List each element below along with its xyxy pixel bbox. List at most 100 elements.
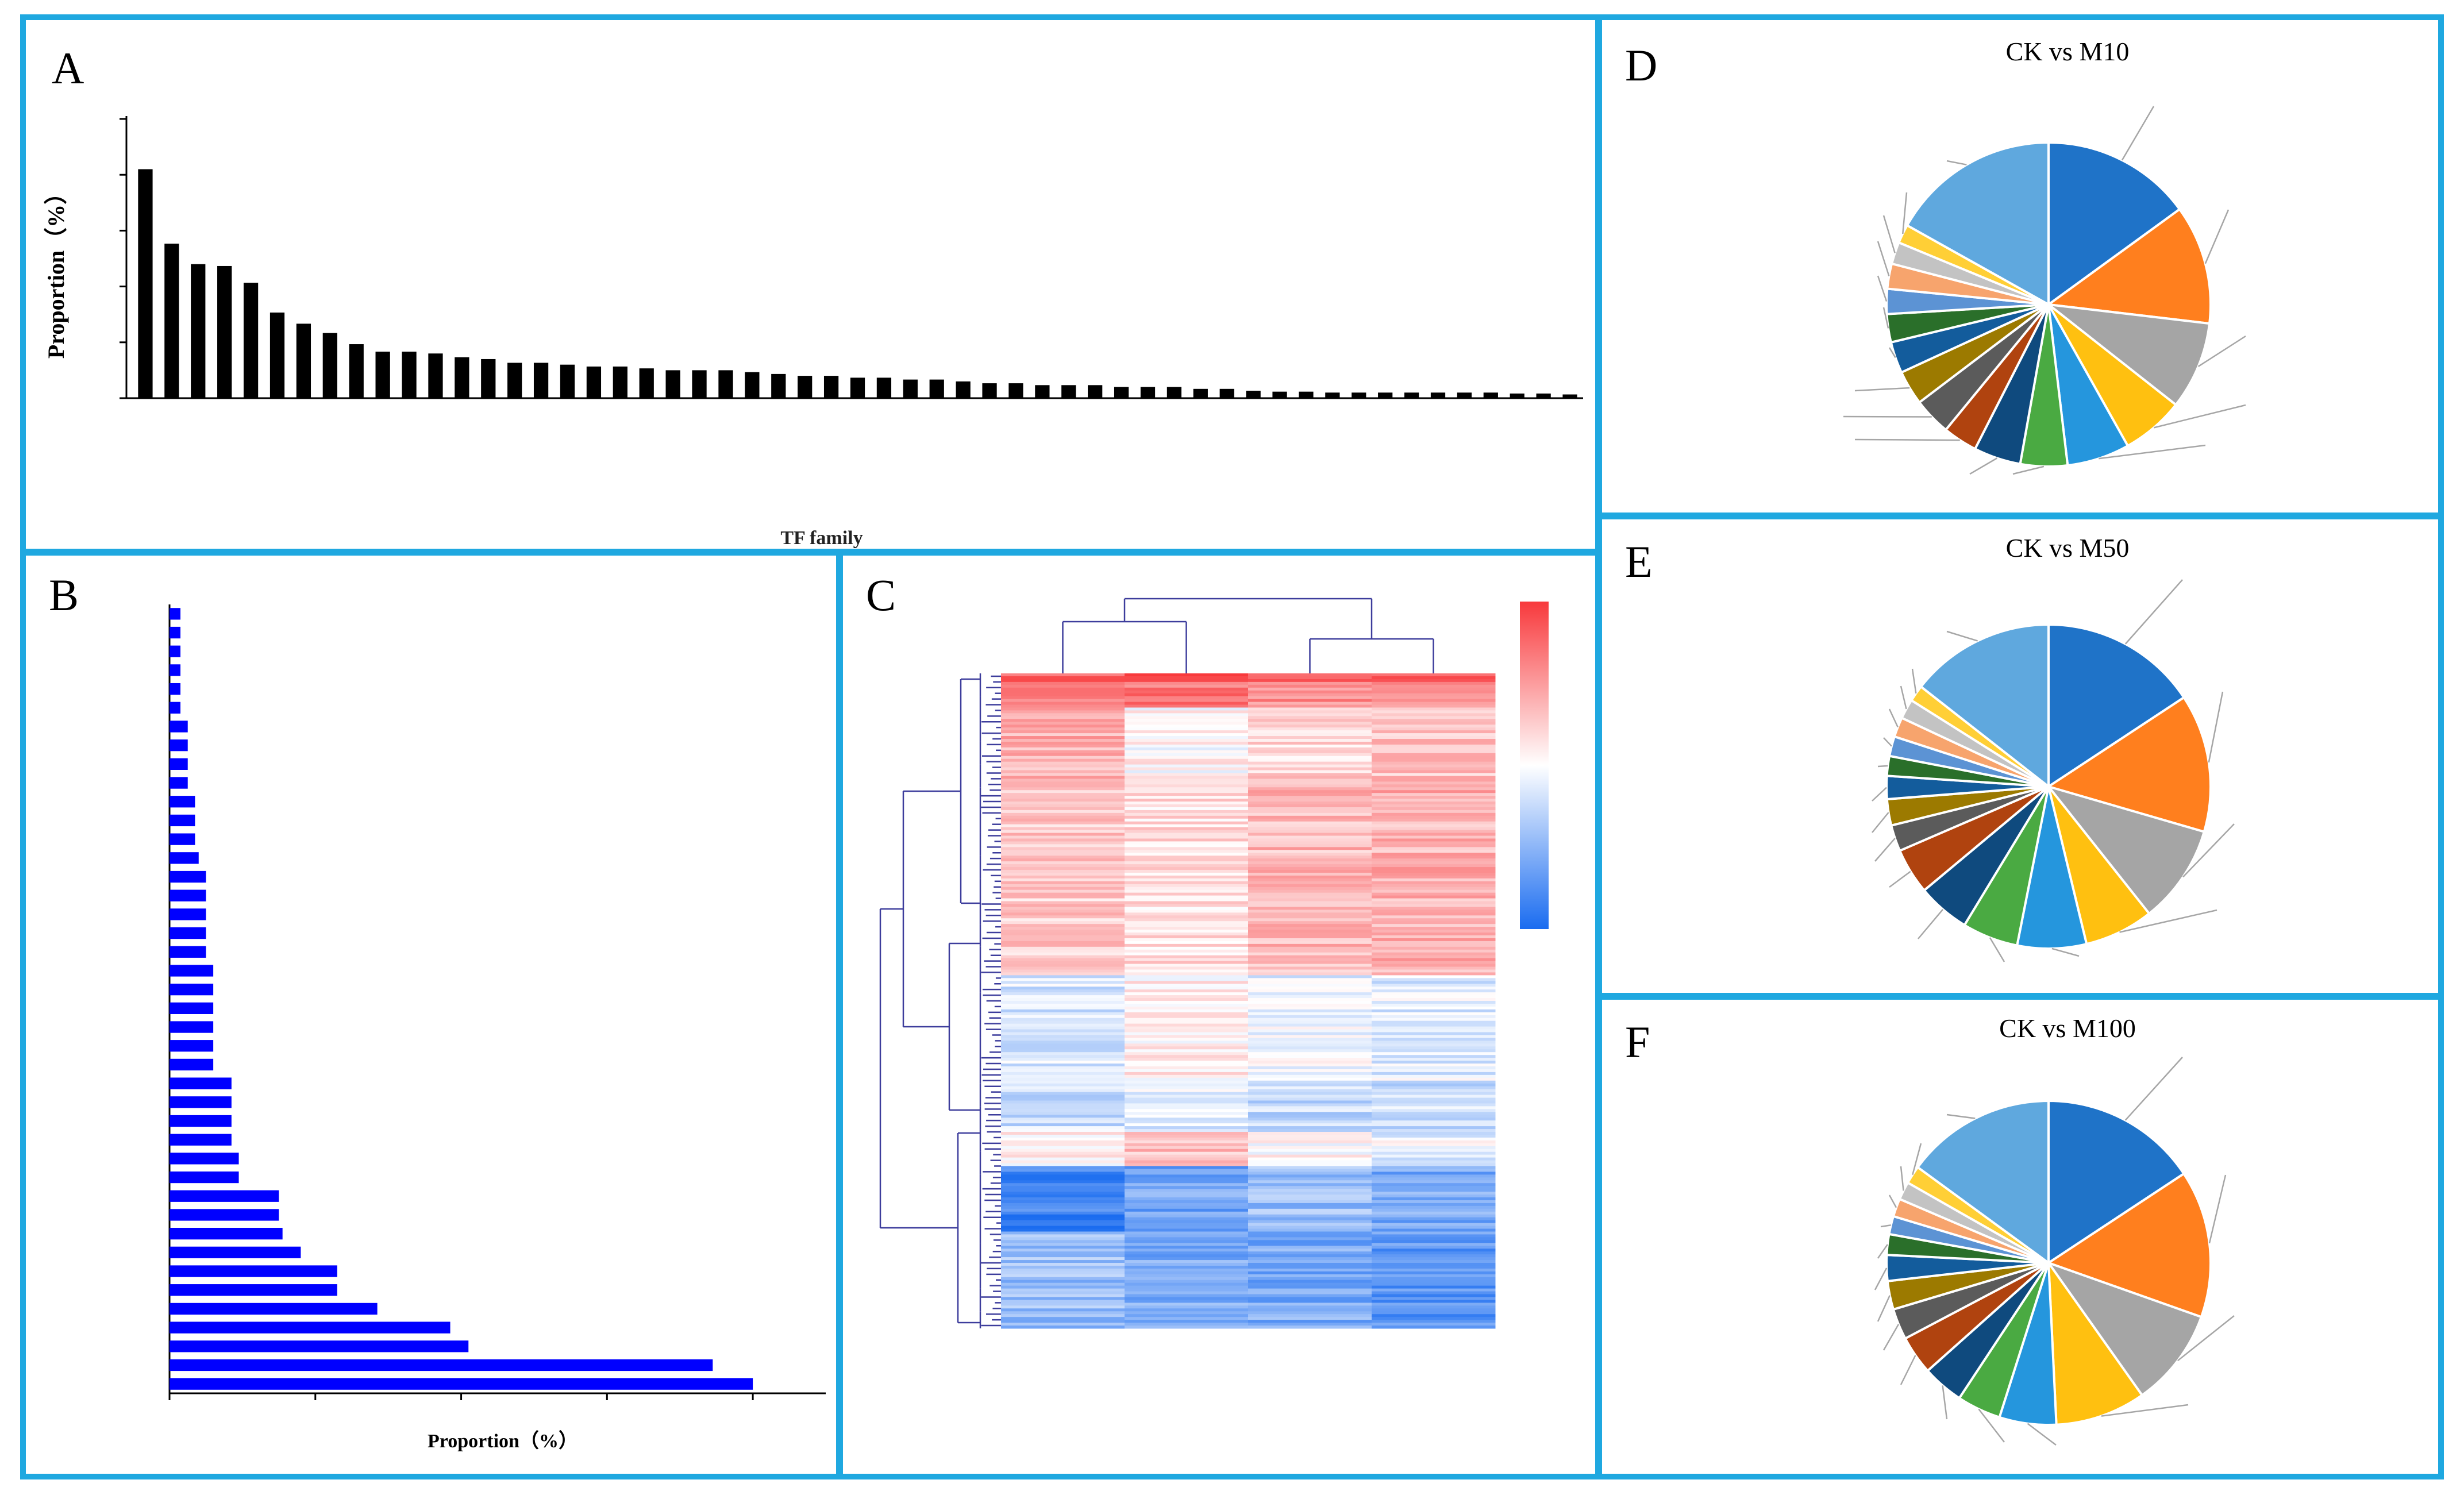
heatmap-cell bbox=[1125, 750, 1249, 754]
heatmap-cell bbox=[1372, 830, 1496, 834]
heatmap-cell bbox=[1125, 1166, 1249, 1169]
heatmap-cell bbox=[1001, 1001, 1125, 1004]
heatmap-cell bbox=[1125, 858, 1249, 862]
heatmap-cell bbox=[1248, 699, 1372, 703]
heatmap-cell bbox=[1001, 881, 1125, 885]
heatmap-cell bbox=[1125, 875, 1249, 879]
heatmap-cell bbox=[1372, 998, 1496, 1001]
heatmap-cell bbox=[1001, 719, 1125, 722]
heatmap-cell bbox=[1001, 1317, 1125, 1320]
heatmap-cell bbox=[1125, 978, 1249, 981]
heatmap-cell bbox=[1248, 1149, 1372, 1153]
heatmap-cell bbox=[1372, 1311, 1496, 1315]
heatmap-cell bbox=[1372, 770, 1496, 773]
heatmap-cell bbox=[1372, 1305, 1496, 1309]
heatmap-cell bbox=[1248, 1271, 1372, 1275]
heatmap-cell bbox=[1001, 1140, 1125, 1144]
heatmap-cell bbox=[1001, 776, 1125, 779]
heatmap-cell bbox=[1372, 1015, 1496, 1019]
heatmap-cell bbox=[1001, 998, 1125, 1001]
heatmap-cell bbox=[1372, 733, 1496, 737]
heatmap-cell bbox=[1125, 1246, 1249, 1249]
heatmap-cell bbox=[1125, 987, 1249, 990]
leader-line bbox=[2012, 465, 2045, 475]
pie-slice bbox=[2047, 623, 2186, 789]
heatmap-cell bbox=[1001, 1018, 1125, 1022]
heatmap-cell bbox=[1372, 904, 1496, 907]
heatmap-cell bbox=[1001, 761, 1125, 765]
heatmap-cell bbox=[1125, 830, 1249, 834]
heatmap-cell bbox=[1125, 710, 1249, 714]
heatmap-cell bbox=[1125, 1140, 1249, 1144]
heatmap-cell bbox=[1372, 799, 1496, 802]
heatmap-cell bbox=[1125, 856, 1249, 859]
heatmap-cell bbox=[1372, 1205, 1496, 1209]
heatmap-cell bbox=[1372, 784, 1496, 788]
heatmap-cell bbox=[1001, 1006, 1125, 1010]
a-bar bbox=[1088, 385, 1103, 398]
heatmap-cell bbox=[1125, 1160, 1249, 1164]
heatmap-cell bbox=[1248, 1137, 1372, 1141]
heatmap-cell bbox=[1125, 1189, 1249, 1192]
heatmap-cell bbox=[1372, 764, 1496, 768]
heatmap-cell bbox=[1001, 935, 1125, 939]
a-bar bbox=[586, 366, 602, 398]
heatmap-cell bbox=[1001, 915, 1125, 919]
a-bar bbox=[1536, 393, 1551, 398]
b-bar bbox=[170, 626, 181, 639]
heatmap-cell bbox=[1372, 952, 1496, 956]
heatmap-cell bbox=[1001, 727, 1125, 731]
heatmap-cell bbox=[1125, 736, 1249, 739]
heatmap-cell bbox=[1372, 1260, 1496, 1263]
heatmap-cell bbox=[1001, 924, 1125, 927]
heatmap-cell bbox=[1125, 1109, 1249, 1112]
heatmap-cell bbox=[1001, 1197, 1125, 1201]
heatmap-cell bbox=[1125, 1317, 1249, 1320]
heatmap-cell bbox=[1125, 1074, 1249, 1078]
heatmap-cell bbox=[1248, 938, 1372, 942]
heatmap-cell bbox=[1372, 1166, 1496, 1169]
leader-line bbox=[1918, 908, 1944, 939]
heatmap-cell bbox=[1001, 969, 1125, 973]
heatmap-cell bbox=[1001, 739, 1125, 742]
heatmap-cell bbox=[1001, 1297, 1125, 1300]
heatmap-cell bbox=[1248, 835, 1372, 839]
heatmap-cell bbox=[1248, 1126, 1372, 1130]
heatmap-cell bbox=[1248, 815, 1372, 819]
leader-line bbox=[1902, 192, 1908, 234]
heatmap-cell bbox=[1372, 767, 1496, 771]
heatmap-cell bbox=[1125, 1089, 1249, 1093]
heatmap-cell bbox=[1372, 901, 1496, 904]
heatmap-cell bbox=[1248, 1058, 1372, 1061]
a-bar bbox=[1378, 392, 1393, 398]
heatmap-cell bbox=[1125, 878, 1249, 882]
heatmap-cell bbox=[1372, 1277, 1496, 1281]
heatmap-cell bbox=[1372, 744, 1496, 748]
heatmap-cell bbox=[1372, 1237, 1496, 1240]
heatmap-cell bbox=[1248, 984, 1372, 987]
heatmap-cell bbox=[1372, 1291, 1496, 1295]
heatmap-cell bbox=[1372, 824, 1496, 828]
heatmap-cell bbox=[1001, 984, 1125, 987]
heatmap-cell bbox=[1372, 878, 1496, 882]
b-bar bbox=[170, 777, 188, 789]
panel-f-title: CK vs M100 bbox=[1999, 1014, 2136, 1043]
heatmap-cell bbox=[1001, 1100, 1125, 1104]
heatmap-cell bbox=[1248, 827, 1372, 831]
heatmap-cell bbox=[1125, 793, 1249, 796]
a-bar bbox=[217, 265, 232, 398]
heatmap-cell bbox=[1125, 684, 1249, 688]
heatmap-cell bbox=[1001, 710, 1125, 714]
heatmap-cell bbox=[1125, 901, 1249, 904]
heatmap-cell bbox=[1248, 1186, 1372, 1189]
heatmap-cell bbox=[1372, 699, 1496, 703]
heatmap-cell bbox=[1372, 1197, 1496, 1201]
heatmap-cell bbox=[1372, 1265, 1496, 1269]
heatmap-cell bbox=[1125, 992, 1249, 996]
heatmap-cell bbox=[1372, 930, 1496, 933]
panel-a-letter: A bbox=[52, 43, 84, 93]
heatmap-cell bbox=[1248, 1049, 1372, 1053]
panel-a: A Proportion（%） TF family bbox=[20, 14, 1601, 554]
heatmap-cell bbox=[1001, 904, 1125, 907]
heatmap-cell bbox=[1125, 1195, 1249, 1198]
